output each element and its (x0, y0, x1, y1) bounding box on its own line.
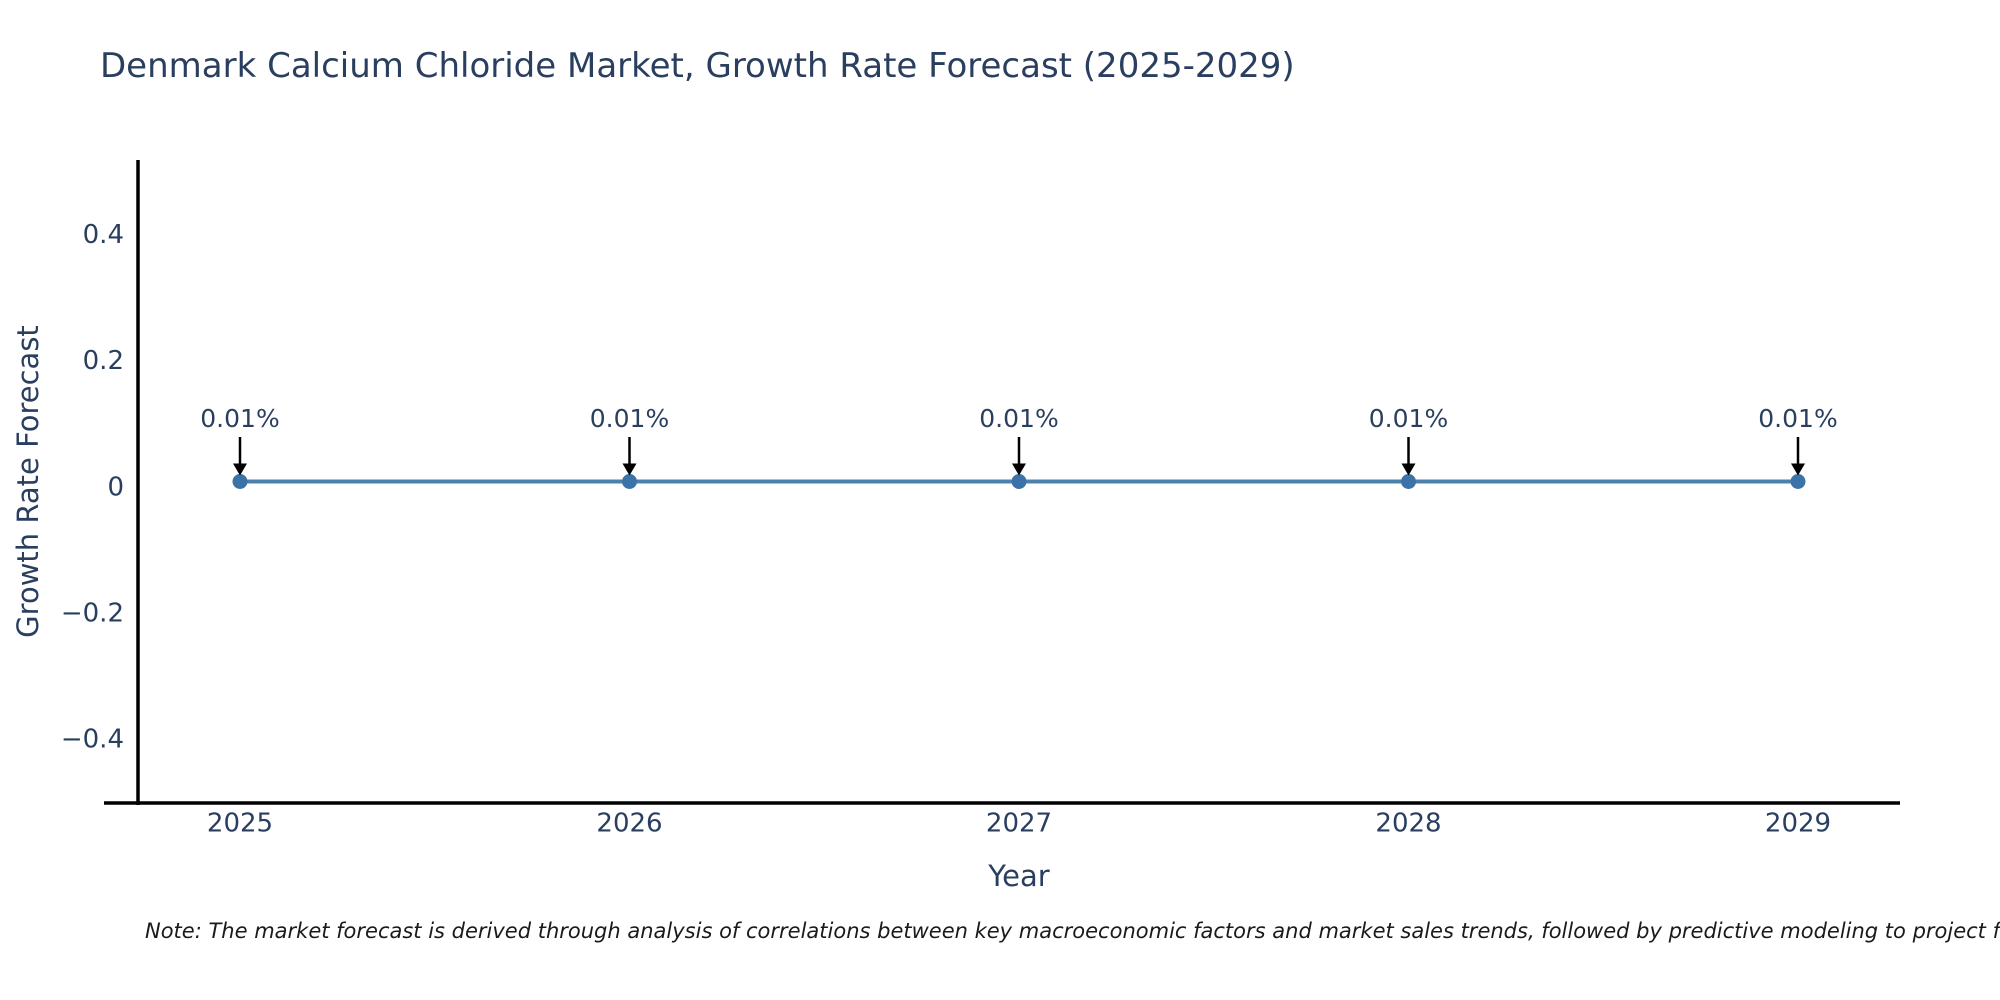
y-tick-label: −0.2 (61, 598, 124, 628)
annotation-label: 0.01% (200, 404, 279, 433)
y-tick-label: 0 (107, 472, 124, 502)
x-tick-label: 2025 (207, 809, 273, 839)
data-point-marker (1401, 474, 1416, 489)
y-axis-title: Growth Rate Forecast (11, 325, 45, 638)
annotation-label: 0.01% (979, 404, 1058, 433)
x-tick-label: 2027 (986, 809, 1052, 839)
y-tick-label: 0.4 (83, 220, 124, 250)
x-axis-title: Year (987, 859, 1049, 893)
chart-title: Denmark Calcium Chloride Market, Growth … (100, 46, 1295, 86)
annotation-label: 0.01% (1369, 404, 1448, 433)
annotation-arrowhead (1401, 463, 1416, 476)
y-tick-label: −0.4 (61, 724, 124, 754)
annotation-arrowhead (622, 463, 637, 476)
footnote: Note: The market forecast is derived thr… (145, 919, 2000, 943)
data-point-marker (622, 474, 637, 489)
data-point-marker (232, 474, 248, 489)
x-tick-label: 2029 (1765, 809, 1831, 839)
annotation-arrowhead (233, 463, 247, 476)
x-tick-label: 2028 (1375, 809, 1441, 839)
y-tick-label: 0.2 (83, 346, 124, 376)
annotation-label: 0.01% (1758, 404, 1837, 433)
data-point-marker (1011, 474, 1027, 489)
data-point-marker (1790, 474, 1806, 489)
x-tick-label: 2026 (596, 809, 662, 839)
annotation-arrowhead (1012, 463, 1026, 476)
annotation-label: 0.01% (590, 404, 669, 433)
annotation-arrowhead (1791, 463, 1805, 476)
